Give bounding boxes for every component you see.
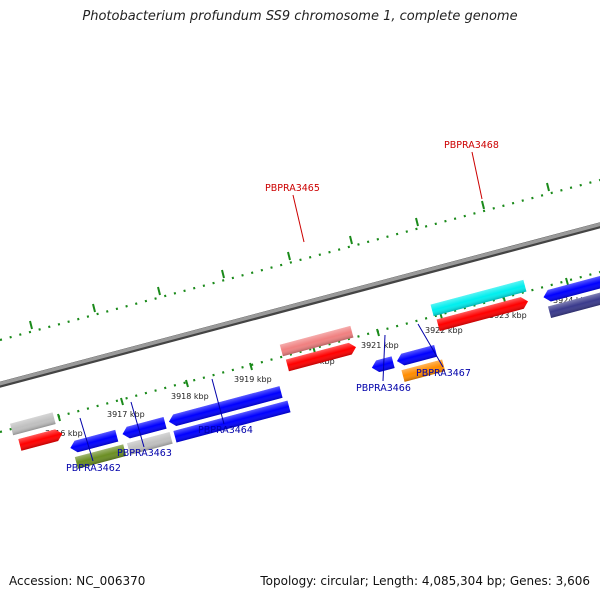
gene-arrow-right-blue[interactable] bbox=[542, 275, 600, 303]
gene-arrow-pbpra3468[interactable] bbox=[430, 279, 527, 317]
gene-arrow-left-red[interactable] bbox=[18, 428, 64, 451]
gene-arrow-pink[interactable] bbox=[279, 325, 354, 357]
gene-arrow-blue-long[interactable] bbox=[173, 400, 291, 443]
gene-arrow-red-right[interactable] bbox=[436, 296, 530, 332]
kbp-label-3919: 3919 kbp bbox=[234, 375, 272, 384]
gene-label-pbpra3468[interactable]: PBPRA3468 bbox=[444, 140, 499, 151]
kbp-label-3923: 3923 kbp bbox=[489, 311, 527, 320]
gene-label-pbpra3466[interactable]: PBPRA3466 bbox=[356, 383, 411, 394]
major-ticks bbox=[29, 182, 569, 422]
gene-arrow-pbpra3464[interactable] bbox=[167, 386, 283, 427]
kbp-label-3922: 3922 kbp bbox=[425, 326, 463, 335]
gene-label-pbpra3463[interactable]: PBPRA3463 bbox=[117, 448, 172, 459]
map-title: Photobacterium profundum SS9 chromosome … bbox=[82, 9, 518, 24]
gene-arrow-pbpra3467[interactable] bbox=[395, 345, 438, 367]
outer-tick-track bbox=[0, 178, 600, 342]
inner-tick-track bbox=[0, 270, 600, 434]
features bbox=[10, 275, 600, 469]
gene-arrow-olive[interactable] bbox=[74, 444, 127, 469]
gene-arrow-pbpra3462[interactable] bbox=[69, 429, 119, 454]
backbone-highlight bbox=[0, 222, 600, 386]
gene-arrow-pbpra3463[interactable] bbox=[121, 417, 167, 440]
gene-arrow-pbpra3466[interactable] bbox=[370, 356, 395, 373]
gene-arrow-right-navy[interactable] bbox=[547, 290, 600, 319]
gene-label-pbpra3464[interactable]: PBPRA3464 bbox=[198, 425, 253, 436]
gene-arrow-left-grey[interactable] bbox=[10, 412, 56, 436]
kbp-label-3916: 3916 kbp bbox=[45, 429, 83, 438]
gene-arrow-pbpra3465[interactable] bbox=[285, 341, 358, 372]
kbp-labels: 3916 kbp 3917 kbp 3918 kbp 3919 kbp 3920… bbox=[45, 296, 591, 438]
gene-label-pbpra3467[interactable]: PBPRA3467 bbox=[416, 368, 471, 379]
genome-summary-text: Topology: circular; Length: 4,085,304 bp… bbox=[260, 574, 590, 588]
gene-label-pbpra3465[interactable]: PBPRA3465 bbox=[265, 183, 320, 194]
kbp-label-3918: 3918 kbp bbox=[171, 392, 209, 401]
kbp-label-3921: 3921 kbp bbox=[361, 341, 399, 350]
callout-lines bbox=[79, 151, 483, 462]
gene-arrow-grey-minus[interactable] bbox=[127, 431, 173, 455]
gene-label-pbpra3462[interactable]: PBPRA3462 bbox=[66, 463, 121, 474]
kbp-label-3917: 3917 kbp bbox=[107, 410, 145, 419]
accession-text: Accession: NC_006370 bbox=[9, 574, 146, 588]
gene-arrow-orange[interactable] bbox=[401, 359, 446, 382]
